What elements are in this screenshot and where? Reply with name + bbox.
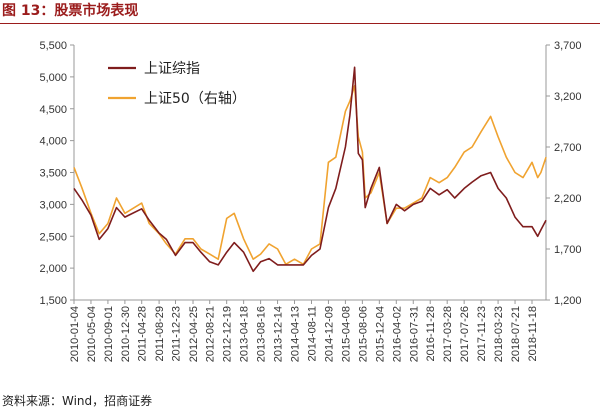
x-tick-label: 2018-03-23 (493, 306, 505, 362)
chart-axes: 1,500 2,000 2,500 3,000 3,500 4,000 4,500 5,000… (39, 40, 581, 362)
chart-series (73, 66, 547, 273)
x-tick-label: 2015-08-06 (357, 306, 369, 362)
x-tick-label: 2014-12-09 (323, 306, 335, 362)
legend-label: 上证综指 (144, 61, 200, 77)
x-tick-label: 2011-04-28 (137, 306, 149, 361)
x-tick-label: 2016-07-31 (408, 306, 420, 362)
x-tick-label: 2013-08-16 (256, 306, 268, 362)
right-y-tick-label: 3,700 (554, 40, 582, 52)
left-y-tick-label: 5,500 (39, 40, 67, 52)
x-tick-label: 2013-04-18 (239, 306, 251, 362)
left-y-tick-label: 1,500 (39, 295, 67, 307)
left-y-tick-label: 3,000 (39, 199, 67, 211)
sse50-index-line (73, 85, 547, 266)
right-y-tick-label: 3,200 (554, 91, 582, 103)
x-tick-label: 2010-12-30 (120, 306, 132, 362)
x-tick-label: 2011-08-29 (154, 306, 166, 361)
legend-item-composite: 上证综指 (108, 61, 200, 77)
title-divider (0, 23, 600, 24)
right-y-tick-label: 1,200 (554, 295, 582, 307)
right-y-tick-label: 2,700 (554, 142, 582, 154)
left-y-tick-label: 5,000 (39, 72, 67, 84)
x-tick-label: 2017-11-23 (476, 306, 488, 361)
x-tick-label: 2012-12-19 (222, 306, 234, 362)
x-tick-label: 2017-03-28 (442, 306, 454, 362)
x-tick-label: 2010-05-04 (86, 306, 98, 362)
x-tick-label: 2017-07-26 (459, 306, 471, 362)
x-tick-label: 2014-04-13 (290, 306, 302, 362)
x-tick-label: 2016-11-28 (425, 306, 437, 361)
left-y-tick-label: 3,500 (39, 168, 67, 180)
right-y-tick-label: 1,700 (554, 244, 582, 256)
x-tick-label: 2012-08-21 (205, 306, 217, 362)
left-y-tick-label: 4,500 (39, 104, 67, 116)
x-tick-label: 2015-04-08 (340, 306, 352, 362)
x-tick-label: 2015-12-04 (374, 306, 386, 362)
figure-title: 图 13：股票市场表现 (2, 3, 139, 19)
x-tick-label: 2010-01-04 (69, 306, 81, 362)
x-tick-label: 2012-04-25 (188, 306, 200, 362)
x-tick-label: 2014-08-11 (306, 306, 318, 361)
x-tick-label: 2018-07-21 (510, 306, 522, 362)
x-tick-label: 2018-11-18 (527, 306, 539, 361)
left-y-tick-label: 2,000 (39, 263, 67, 275)
left-y-tick-label: 4,000 (39, 136, 67, 148)
legend-item-sse50: 上证50（右轴） (108, 91, 246, 107)
composite-index-line (73, 66, 547, 273)
legend-label: 上证50（右轴） (144, 91, 246, 107)
x-tick-label: 2013-12-14 (273, 306, 285, 362)
source-note: 资料来源：Wind，招商证券 (2, 394, 153, 408)
x-tick-label: 2011-12-23 (170, 306, 182, 361)
x-tick-label: 2010-09-01 (103, 306, 115, 362)
right-y-tick-label: 2,200 (554, 193, 582, 205)
left-y-tick-label: 2,500 (39, 231, 67, 243)
x-tick-label: 2016-04-02 (391, 306, 403, 362)
